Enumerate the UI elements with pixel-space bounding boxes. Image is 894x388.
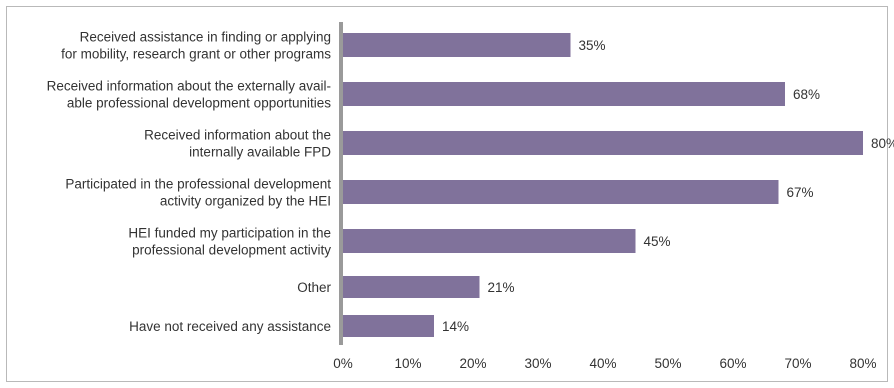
bars — [343, 33, 863, 337]
value-label-3: 80% — [871, 136, 894, 151]
x-tick-label-7: 70% — [784, 356, 811, 371]
category-label-2: Received information about the externall… — [47, 79, 332, 111]
value-labels: 35% 68% 80% 67% 45% 21% 14% — [442, 38, 894, 334]
category-label-4: Participated in the professional develop… — [65, 177, 331, 209]
x-tick-labels: 0%10%20%30%40%50%60%70%80%90% — [333, 356, 876, 371]
value-label-1: 35% — [579, 38, 606, 53]
bar-2 — [343, 82, 785, 106]
bar-7 — [343, 315, 434, 337]
bar-5 — [343, 229, 636, 253]
bar-6 — [343, 276, 480, 298]
value-label-5: 45% — [644, 234, 671, 249]
x-tick-label-1: 10% — [394, 356, 421, 371]
x-tick-label-6: 60% — [719, 356, 746, 371]
x-tick-label-4: 40% — [589, 356, 616, 371]
category-label-3: Received information about the internally… — [144, 128, 331, 160]
bar-4 — [343, 180, 779, 204]
bar-3 — [343, 131, 863, 155]
x-tick-label-0: 0% — [333, 356, 353, 371]
category-label-7: Have not received any assistance — [129, 319, 331, 334]
value-label-6: 21% — [488, 280, 515, 295]
category-labels: Received assistance in finding or applyi… — [47, 30, 332, 335]
category-label-6: Other — [297, 280, 331, 295]
value-label-4: 67% — [787, 185, 814, 200]
category-label-5: HEI funded my participation in the profes… — [128, 226, 331, 258]
x-tick-label-2: 20% — [459, 356, 486, 371]
bar-1 — [343, 33, 571, 57]
category-label-1: Received assistance in finding or applyi… — [61, 30, 331, 62]
x-tick-label-3: 30% — [524, 356, 551, 371]
value-label-7: 14% — [442, 319, 469, 334]
x-tick-label-8: 80% — [849, 356, 876, 371]
x-tick-label-5: 50% — [654, 356, 681, 371]
value-label-2: 68% — [793, 87, 820, 102]
